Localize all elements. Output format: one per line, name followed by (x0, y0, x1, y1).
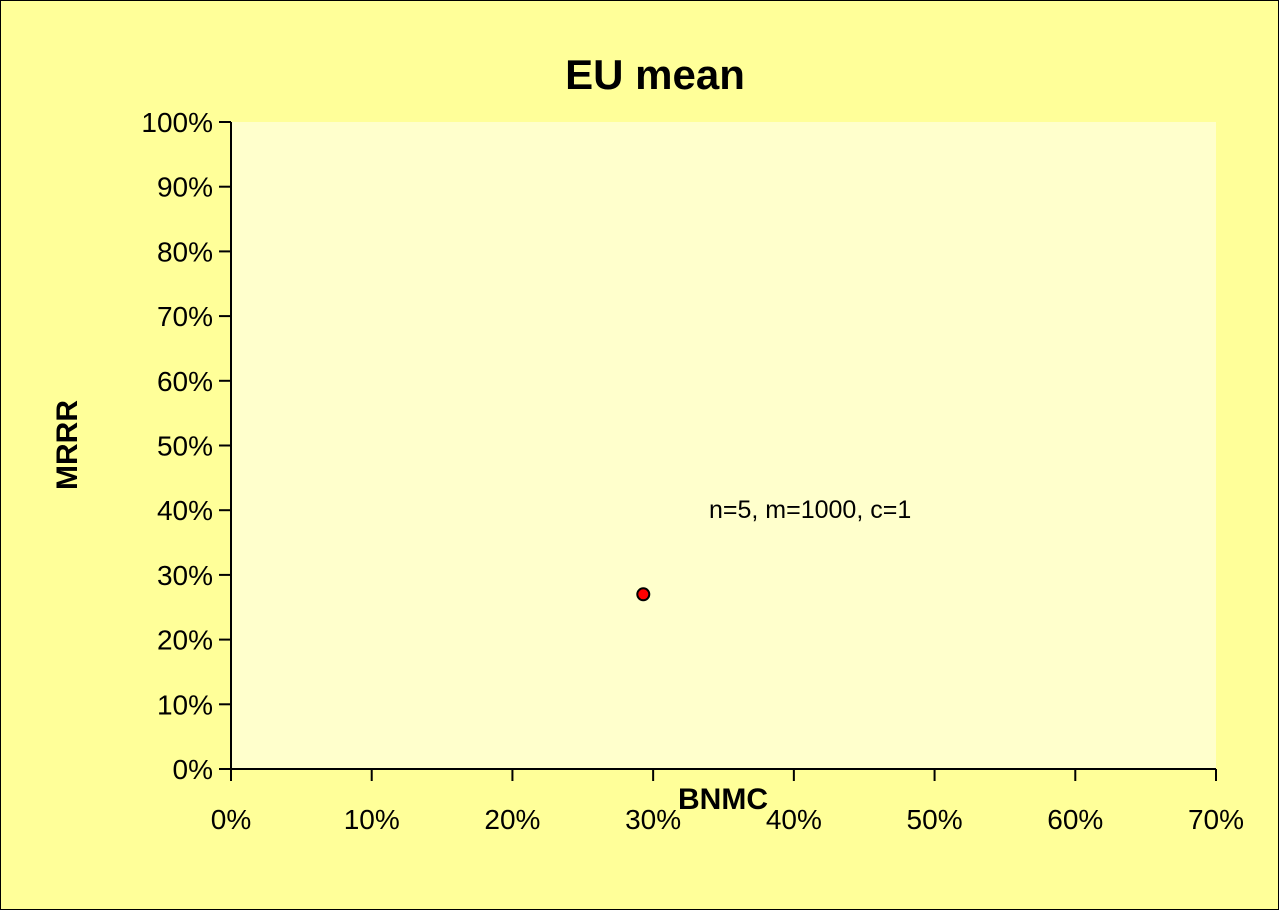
y-tick-label: 10% (157, 689, 213, 720)
y-tick-label: 80% (157, 236, 213, 267)
x-tick-label: 40% (766, 804, 822, 835)
y-tick-label: 20% (157, 625, 213, 656)
y-tick-label: 100% (141, 107, 213, 138)
data-point (636, 587, 651, 602)
x-tick-label: 60% (1047, 804, 1103, 835)
y-tick-label: 50% (157, 431, 213, 462)
y-tick-label: 0% (173, 754, 213, 785)
y-tick-label: 60% (157, 366, 213, 397)
x-axis-title: BNMC (678, 783, 768, 816)
x-axis-ticks: 0% 10% 20% 30% 40% 50% 60% 70% (211, 769, 1244, 835)
y-tick-label: 30% (157, 560, 213, 591)
y-tick-label: 40% (157, 495, 213, 526)
y-axis-title: MRRR (51, 400, 84, 490)
x-tick-label: 30% (625, 804, 681, 835)
x-tick-label: 50% (907, 804, 963, 835)
y-axis-ticks: 0% 10% 20% 30% 40% 50% 60% 70% 80% 90% 100% (141, 107, 231, 785)
data-points (636, 587, 651, 602)
x-tick-label: 0% (211, 804, 251, 835)
annotation-label: n=5, m=1000, c=1 (709, 496, 911, 524)
x-tick-label: 70% (1188, 804, 1244, 835)
x-tick-label: 10% (344, 804, 400, 835)
y-tick-label: 70% (157, 301, 213, 332)
chart-title: EU mean (565, 51, 745, 98)
plot-area (231, 122, 1216, 769)
x-tick-label: 20% (484, 804, 540, 835)
y-tick-label: 90% (157, 172, 213, 203)
